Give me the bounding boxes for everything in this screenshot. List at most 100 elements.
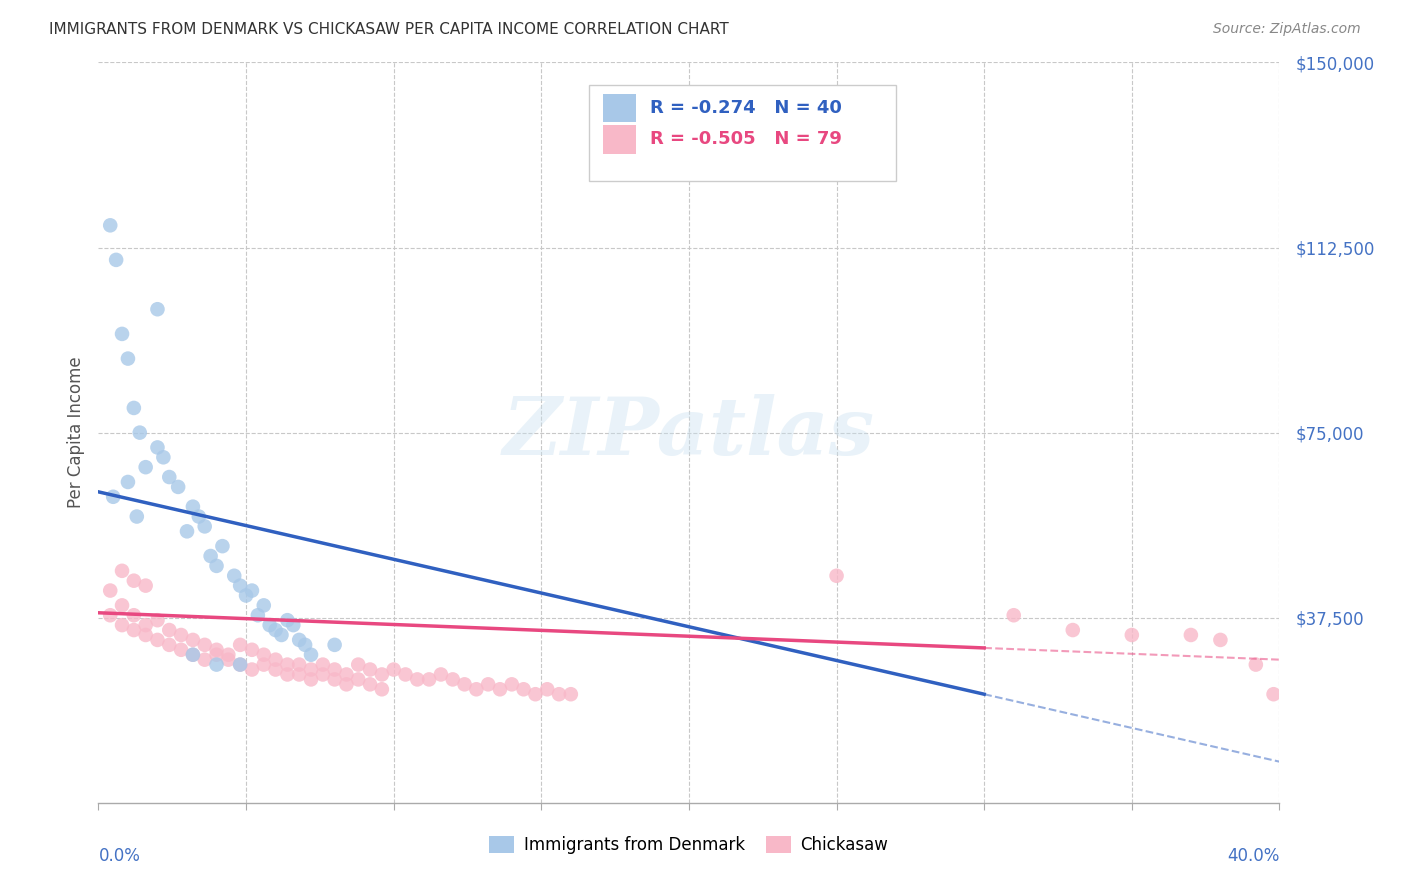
Point — [205, 657, 228, 672]
Point — [382, 663, 405, 677]
Point — [270, 628, 292, 642]
Point — [176, 524, 198, 539]
Point — [276, 657, 298, 672]
Point — [111, 326, 134, 341]
Point — [299, 673, 322, 687]
Point — [170, 642, 193, 657]
Point — [229, 657, 252, 672]
Point — [229, 638, 252, 652]
Point — [217, 648, 239, 662]
Point — [157, 623, 180, 637]
Point — [135, 579, 157, 593]
FancyBboxPatch shape — [603, 126, 636, 153]
Point — [406, 673, 429, 687]
Point — [117, 351, 139, 366]
Point — [122, 623, 145, 637]
Point — [152, 450, 174, 465]
Point — [524, 687, 547, 701]
Point — [430, 667, 453, 681]
Point — [536, 682, 558, 697]
Point — [111, 564, 134, 578]
Point — [111, 599, 134, 613]
Point — [194, 519, 217, 533]
Point — [299, 648, 322, 662]
Point — [111, 618, 134, 632]
Point — [240, 583, 263, 598]
Text: IMMIGRANTS FROM DENMARK VS CHICKASAW PER CAPITA INCOME CORRELATION CHART: IMMIGRANTS FROM DENMARK VS CHICKASAW PER… — [49, 22, 728, 37]
Point — [98, 608, 121, 623]
Point — [259, 618, 281, 632]
Point — [217, 653, 239, 667]
Point — [335, 667, 357, 681]
Point — [359, 677, 381, 691]
Point — [146, 302, 169, 317]
FancyBboxPatch shape — [603, 94, 636, 121]
Point — [246, 608, 269, 623]
Text: R = -0.274   N = 40: R = -0.274 N = 40 — [650, 99, 842, 117]
Point — [205, 642, 228, 657]
Point — [347, 657, 370, 672]
Text: 40.0%: 40.0% — [1227, 847, 1279, 865]
Point — [181, 648, 204, 662]
Point — [347, 673, 370, 687]
Point — [135, 628, 157, 642]
Point — [1244, 657, 1267, 672]
Point — [264, 663, 287, 677]
Point — [288, 667, 311, 681]
Point — [441, 673, 464, 687]
Point — [1002, 608, 1025, 623]
Text: R = -0.505   N = 79: R = -0.505 N = 79 — [650, 130, 842, 148]
Point — [235, 589, 257, 603]
Point — [194, 653, 217, 667]
FancyBboxPatch shape — [589, 85, 896, 181]
Point — [146, 632, 169, 647]
Y-axis label: Per Capita Income: Per Capita Income — [66, 357, 84, 508]
Point — [200, 549, 222, 563]
Point — [181, 500, 204, 514]
Point — [103, 490, 125, 504]
Point — [323, 638, 346, 652]
Point — [187, 509, 209, 524]
Point — [394, 667, 416, 681]
Point — [1209, 632, 1232, 647]
Point — [253, 657, 276, 672]
Point — [312, 667, 335, 681]
Point — [288, 632, 311, 647]
Point — [253, 648, 276, 662]
Point — [205, 558, 228, 573]
Point — [135, 618, 157, 632]
Point — [548, 687, 571, 701]
Point — [146, 613, 169, 627]
Point — [181, 632, 204, 647]
Point — [276, 613, 298, 627]
Point — [117, 475, 139, 489]
Point — [98, 219, 121, 233]
Point — [560, 687, 582, 701]
Point — [825, 568, 848, 582]
Point — [276, 667, 298, 681]
Point — [125, 509, 148, 524]
Point — [170, 628, 193, 642]
Point — [194, 638, 217, 652]
Point — [465, 682, 488, 697]
Point — [205, 648, 228, 662]
Point — [105, 252, 128, 267]
Point — [312, 657, 335, 672]
Point — [294, 638, 316, 652]
Point — [1180, 628, 1202, 642]
Point — [98, 583, 121, 598]
Point — [1121, 628, 1143, 642]
Point — [157, 470, 180, 484]
Point — [240, 642, 263, 657]
Point — [323, 673, 346, 687]
Point — [122, 574, 145, 588]
Point — [371, 682, 394, 697]
Text: Source: ZipAtlas.com: Source: ZipAtlas.com — [1213, 22, 1361, 37]
Point — [181, 648, 204, 662]
Point — [1263, 687, 1285, 701]
Point — [211, 539, 233, 553]
Point — [240, 663, 263, 677]
Point — [167, 480, 190, 494]
Text: 0.0%: 0.0% — [98, 847, 141, 865]
Point — [283, 618, 305, 632]
